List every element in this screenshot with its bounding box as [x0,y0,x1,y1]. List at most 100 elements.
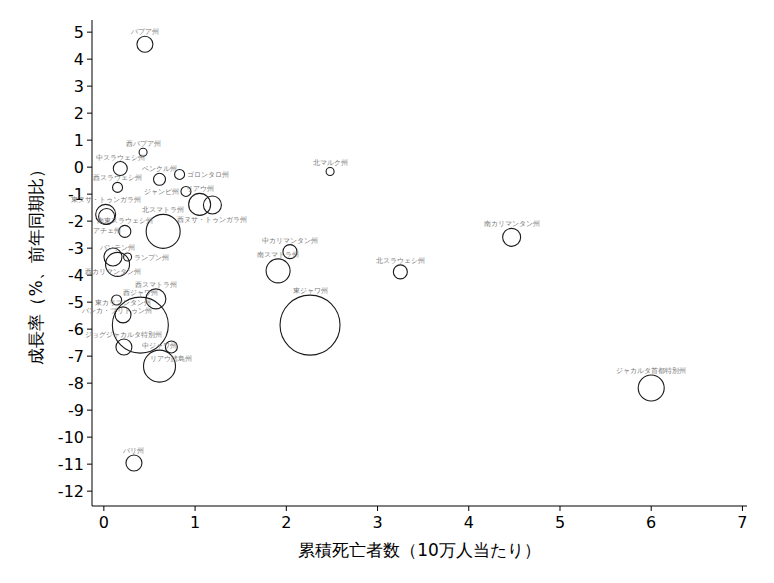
point-label: 東ジャワ州 [293,287,328,295]
y-tick [87,221,92,222]
point-label: バンテン州 [99,244,135,252]
point-label: パプア州 [130,28,159,36]
y-tick-label: -4 [68,266,84,285]
x-tick-label: 1 [190,513,200,532]
circle [124,253,132,261]
y-tick-label: -6 [68,320,84,339]
y-tick [87,32,92,33]
point-label: 北スマトラ州 [142,206,184,214]
point-label: 西ジャワ州 [123,289,158,297]
x-tick [651,506,652,511]
y-tick-label: 2 [74,104,84,123]
point-label: 北マルク州 [313,159,348,167]
y-tick [87,86,92,87]
y-tick [87,491,92,492]
circle [266,259,290,283]
point-label: リアウ諸島州 [150,355,192,363]
x-tick [468,506,469,511]
circle [154,173,166,185]
y-tick-label: 4 [74,50,84,69]
circle [116,339,132,355]
point-label: ジャンビ州 [144,188,179,196]
x-tick-label: 6 [646,513,656,532]
y-tick-label: -12 [58,482,84,501]
y-tick [87,302,92,303]
point-label: 南スマトラ州 [257,251,299,259]
point-label: 西ヌサ・トゥンガラ州 [177,216,247,224]
y-tick-label: -11 [58,455,84,474]
y-tick [87,383,92,384]
y-tick [87,194,92,195]
y-tick [87,248,92,249]
point-label: バンカ・ブリトゥン州 [81,307,152,315]
y-tick [87,59,92,60]
x-tick [377,506,378,511]
circle [393,265,407,279]
y-tick-label: -2 [68,212,84,231]
x-tick [742,506,743,511]
y-axis [92,20,93,506]
x-tick [559,506,560,511]
y-tick [87,113,92,114]
point-label: 東カリマンタン州 [95,299,151,307]
circle [503,228,521,246]
circle [113,162,127,176]
x-axis [92,506,747,507]
y-tick [87,437,92,438]
point-label: バリ州 [122,447,144,455]
point-label: ジャカルタ首都特別州 [616,367,686,375]
y-tick-label: -9 [68,401,84,420]
circle [137,36,153,52]
y-tick [87,410,92,411]
y-tick [87,356,92,357]
y-tick-label: -7 [68,347,84,366]
y-tick-label: 1 [74,131,84,150]
chart: -12-11-10-9-8-7-6-5-4-3-2-10123450123456… [0,0,774,583]
x-tick [286,506,287,511]
y-tick-label: -10 [58,428,84,447]
point-label: 南東スラウェシ州 [97,217,153,225]
x-tick-label: 0 [99,513,109,532]
y-axis-title: 成長率（%、前年同期比） [26,161,46,364]
point-label: ベンクル州 [142,165,177,173]
y-tick [87,329,92,330]
circle [638,375,664,401]
x-axis-title: 累積死亡者数（10万人当たり） [298,540,541,560]
point-label: 南カリマンタン州 [484,220,540,228]
y-tick-label: 5 [74,23,84,42]
point-labels: 東ジャワ州西ジャワ州北スマトラ州中ジャワ州ジャカルタ首都特別州南スマトラ州バンテ… [71,28,687,455]
point-label: ランプン州 [134,254,169,262]
x-tick [103,506,104,511]
x-tick-label: 7 [737,513,747,532]
y-tick-label: -3 [68,239,84,258]
circle [280,295,340,355]
point-label: ジョグジャカルタ特別州 [85,331,162,339]
x-tick-label: 4 [464,513,474,532]
point-label: リアウ州 [186,185,214,193]
point-label: 中カリマンタン州 [262,237,318,245]
x-tick-label: 2 [281,513,291,532]
point-label: 北スラウェシ州 [376,257,425,265]
bubbles [96,36,665,471]
circle [126,455,142,471]
point-label: 西カリマンタン州 [85,268,141,276]
point-label: 東ヌサ・トゥンガラ州 [71,196,141,204]
point-label: ゴロンタロ州 [187,171,229,179]
y-tick [87,140,92,141]
point-label: 西スマトラ州 [135,281,177,289]
y-tick [87,464,92,465]
circle [119,225,131,237]
point-label: 中スラウェシ州 [96,154,145,162]
x-tick-label: 3 [372,513,382,532]
point-label: 西スラウェシ州 [93,174,142,182]
point-label: 西パプア州 [126,140,161,148]
y-tick [87,167,92,168]
circle [203,196,221,214]
y-tick-label: -8 [68,374,84,393]
y-tick-label: 3 [74,77,84,96]
x-tick-label: 5 [555,513,565,532]
x-tick [195,506,196,511]
circle [113,182,123,192]
point-label: アチェ州 [93,227,121,235]
y-tick-label: 0 [74,158,84,177]
